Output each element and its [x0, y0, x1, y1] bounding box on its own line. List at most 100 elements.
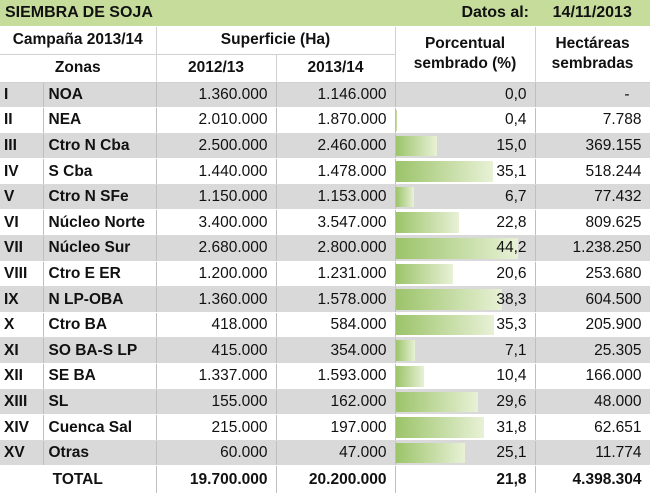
- percent-value: 29,6: [496, 392, 527, 410]
- zone-number: XII: [0, 363, 44, 390]
- zone-name: SL: [43, 389, 157, 416]
- hectares-header-line2: sembradas: [551, 55, 634, 72]
- percent-data-bar: [395, 417, 484, 438]
- total-surface-2013: 20.200.000: [276, 465, 396, 494]
- percent-sown: 20,6: [395, 261, 536, 288]
- surface-2013: 3.547.000: [276, 209, 396, 237]
- zone-name: Otras: [43, 440, 157, 467]
- table-row: XI SO BA-S LP 415.000 354.000 7,1 25.305: [0, 337, 650, 365]
- surface-2012: 1.150.000: [156, 184, 277, 211]
- zone-number: VIII: [0, 261, 44, 288]
- zone-name: NEA: [43, 107, 157, 134]
- zone-number: X: [0, 312, 44, 339]
- table-row: X Ctro BA 418.000 584.000 35,3 205.900: [0, 312, 650, 339]
- total-surface-2012: 19.700.000: [156, 465, 277, 494]
- percent-data-bar: [395, 391, 478, 413]
- zone-name: SO BA-S LP: [43, 337, 157, 365]
- hectares-sown: 166.000: [535, 363, 650, 390]
- table-row: I NOA 1.360.000 1.146.000 0,0-: [0, 82, 650, 109]
- zone-number: V: [0, 184, 44, 211]
- percent-sown: 15,0: [395, 133, 536, 160]
- hectares-header-line1: Hectáreas: [555, 35, 630, 52]
- zone-number: II: [0, 107, 44, 134]
- surface-2012: 2.010.000: [156, 107, 277, 134]
- year-prev-header: 2012/13: [156, 54, 277, 83]
- percent-value: 0,0: [504, 85, 527, 103]
- percent-data-bar: [395, 135, 438, 157]
- title-row: SIEMBRA DE SOJA Datos al: 14/11/2013: [0, 0, 650, 27]
- date-value: 14/11/2013: [535, 0, 650, 27]
- zone-number: XIV: [0, 414, 44, 441]
- hectares-header: Hectáreas sembradas: [535, 26, 650, 83]
- zone-name: Ctro E ER: [43, 261, 157, 288]
- table-row: IX N LP-OBA 1.360.000 1.578.000 38,3 604.500: [0, 286, 650, 313]
- hectares-sown: 809.625: [535, 209, 650, 237]
- percent-data-bar: [395, 161, 494, 182]
- percent-data-bar: [395, 212, 459, 234]
- percent-value: 22,8: [496, 213, 527, 231]
- total-percent: 21,8: [395, 465, 536, 494]
- percent-value: 15,0: [496, 136, 527, 154]
- surface-2013: 354.000: [276, 337, 396, 365]
- percent-sown: 35,1: [395, 158, 536, 185]
- surface-2012: 2.500.000: [156, 133, 277, 160]
- percent-header: Porcentual sembrado (%): [395, 26, 536, 83]
- percent-value: 10,4: [496, 367, 527, 385]
- surface-2012: 60.000: [156, 440, 277, 467]
- table-row: III Ctro N Cba 2.500.000 2.460.000 15,0 369.1…: [0, 133, 650, 160]
- zone-number: VII: [0, 235, 44, 262]
- hectares-sown: 62.651: [535, 414, 650, 441]
- zones-header: Zonas: [0, 54, 157, 83]
- percent-value: 7,1: [504, 341, 527, 359]
- percent-data-bar: [395, 314, 494, 336]
- zone-name: Ctro N SFe: [43, 184, 157, 211]
- hectares-sown: 604.500: [535, 286, 650, 313]
- surface-2013: 1.870.000: [276, 107, 396, 134]
- percent-sown: 6,7: [395, 184, 536, 211]
- percent-value: 6,7: [504, 188, 527, 206]
- zone-name: N LP-OBA: [43, 286, 157, 313]
- percent-data-bar: [395, 366, 425, 387]
- surface-2012: 155.000: [156, 389, 277, 416]
- percent-value: 35,1: [496, 162, 527, 180]
- percent-data-bar: [395, 263, 453, 285]
- percent-data-bar: [395, 442, 466, 464]
- surface-2013: 1.593.000: [276, 363, 396, 390]
- header-row-1: Campaña 2013/14 Superficie (Ha) Porcentu…: [0, 26, 650, 83]
- hectares-sown: 7.788: [535, 107, 650, 134]
- hectares-sown: -: [535, 82, 650, 109]
- surface-2012: 1.337.000: [156, 363, 277, 390]
- table-row: XIII SL 155.000 162.000 29,6 48.000: [0, 389, 650, 416]
- zone-name: NOA: [43, 82, 157, 109]
- surface-2012: 418.000: [156, 312, 277, 339]
- surface-2013: 584.000: [276, 312, 396, 339]
- percent-data-bar: [395, 238, 519, 259]
- table-row: VII Núcleo Sur 2.680.000 2.800.000 44,2 1.238…: [0, 235, 650, 262]
- percent-value: 25,1: [496, 444, 527, 462]
- table-row: XIV Cuenca Sal 215.000 197.000 31,8 62.651: [0, 414, 650, 441]
- table-row: V Ctro N SFe 1.150.000 1.153.000 6,7 77.432: [0, 184, 650, 211]
- hectares-sown: 25.305: [535, 337, 650, 365]
- surface-2013: 2.460.000: [276, 133, 396, 160]
- hectares-sown: 11.774: [535, 440, 650, 467]
- percent-sown: 31,8: [395, 414, 536, 441]
- percent-sown: 38,3: [395, 286, 536, 313]
- surface-2013: 1.153.000: [276, 184, 396, 211]
- zone-number: XIII: [0, 389, 44, 416]
- table-row: XII SE BA 1.337.000 1.593.000 10,4 166.000: [0, 363, 650, 390]
- surface-2013: 162.000: [276, 389, 396, 416]
- zone-name: Núcleo Norte: [43, 209, 157, 237]
- surface-2013: 197.000: [276, 414, 396, 441]
- table-row: XV Otras 60.000 47.000 25,1 11.774: [0, 440, 650, 467]
- zone-name: SE BA: [43, 363, 157, 390]
- total-hectares: 4.398.304: [535, 465, 650, 494]
- percent-sown: 35,3: [395, 312, 536, 339]
- year-curr-header: 2013/14: [276, 54, 396, 83]
- total-label: TOTAL: [0, 465, 157, 494]
- percent-data-bar: [395, 289, 502, 310]
- surface-2013: 1.478.000: [276, 158, 396, 185]
- surface-2013: 2.800.000: [276, 235, 396, 262]
- zone-number: XI: [0, 337, 44, 365]
- date-label: Datos al:: [276, 0, 536, 27]
- percent-header-line1: Porcentual: [424, 35, 506, 52]
